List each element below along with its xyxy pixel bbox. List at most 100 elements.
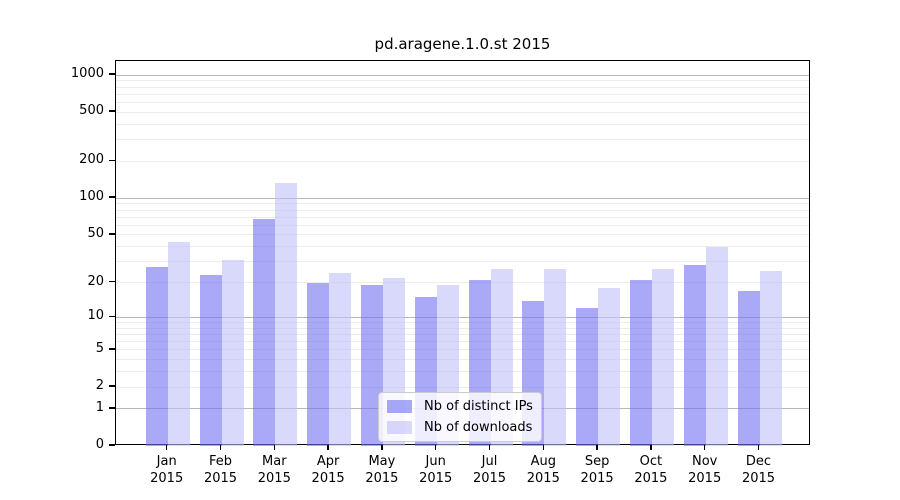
y-tick-mark xyxy=(109,233,115,235)
bar-ips-may xyxy=(360,285,383,446)
minor-gridline xyxy=(116,80,809,82)
x-tick-month: Jan xyxy=(156,454,177,469)
bar-ips-dec xyxy=(737,290,760,446)
x-tick-year: 2015 xyxy=(150,471,184,486)
minor-gridline xyxy=(116,86,809,88)
chart-title: pd.aragene.1.0.st 2015 xyxy=(374,35,551,53)
minor-gridline xyxy=(116,371,809,373)
minor-gridline xyxy=(116,282,809,284)
x-tick-mark xyxy=(650,445,652,450)
minor-gridline xyxy=(116,139,809,141)
bar-ips-jan xyxy=(145,267,168,446)
minor-gridline xyxy=(116,359,809,361)
x-tick-month: Oct xyxy=(639,454,663,469)
y-tick-mark xyxy=(109,280,115,283)
bar-downloads-nov xyxy=(705,246,728,446)
x-tick-month: Apr xyxy=(316,454,340,469)
y-tick-mark xyxy=(109,315,115,317)
x-tick-label: May 2015 xyxy=(354,453,410,487)
x-tick-mark xyxy=(327,445,329,450)
legend-row: Nb of downloads xyxy=(387,420,533,435)
bar-ips-oct xyxy=(629,280,652,446)
x-tick-month: Aug xyxy=(530,454,556,469)
bar-downloads-aug xyxy=(544,269,567,446)
x-tick-label: Mar 2015 xyxy=(246,453,302,487)
x-tick-year: 2015 xyxy=(311,471,345,486)
x-tick-mark xyxy=(488,445,491,450)
major-gridline xyxy=(116,74,809,76)
x-tick-label: Jul 2015 xyxy=(462,453,518,487)
legend-row: Nb of distinct IPs xyxy=(387,399,533,414)
y-tick-label: 50 xyxy=(87,225,104,241)
y-tick-mark xyxy=(109,444,115,446)
bar-downloads-sep xyxy=(598,287,621,446)
x-tick-mark xyxy=(273,445,276,450)
y-tick-label: 0 xyxy=(95,437,104,452)
minor-gridline xyxy=(116,224,809,226)
bar-ips-nov xyxy=(683,265,706,446)
x-tick-month: Jul xyxy=(481,454,498,469)
x-tick-year: 2015 xyxy=(419,471,453,486)
x-tick-label: Apr 2015 xyxy=(300,453,356,487)
x-tick-year: 2015 xyxy=(257,471,291,486)
bar-downloads-oct xyxy=(651,269,674,446)
y-tick-label: 2 xyxy=(95,378,104,394)
bar-ips-feb xyxy=(199,275,222,446)
bar-downloads-mar xyxy=(275,183,298,446)
minor-gridline xyxy=(116,333,809,335)
minor-gridline xyxy=(116,234,809,236)
x-tick-month: Feb xyxy=(208,454,233,469)
x-tick-year: 2015 xyxy=(634,471,668,486)
y-tick-label: 5 xyxy=(95,340,104,356)
x-tick-month: Sep xyxy=(584,454,610,469)
x-tick-year: 2015 xyxy=(580,471,614,486)
minor-gridline xyxy=(116,203,809,205)
y-tick-label: 10 xyxy=(87,308,104,324)
bar-ips-apr xyxy=(307,282,330,446)
legend-swatch-downloads xyxy=(387,421,412,434)
y-tick-mark xyxy=(109,407,115,409)
x-tick-mark xyxy=(434,445,437,450)
minor-gridline xyxy=(116,349,809,351)
minor-gridline xyxy=(116,101,809,103)
y-tick-mark xyxy=(109,73,115,75)
y-tick-mark xyxy=(109,159,115,162)
minor-gridline xyxy=(116,261,809,263)
x-tick-label: Sep 2015 xyxy=(569,453,625,487)
legend-swatch-ips xyxy=(387,400,412,413)
x-tick-label: Jan 2015 xyxy=(139,453,195,487)
bar-downloads-dec xyxy=(759,271,782,446)
x-tick-year: 2015 xyxy=(526,471,560,486)
bar-downloads-apr xyxy=(329,273,352,446)
y-tick-label: 200 xyxy=(79,152,104,168)
minor-gridline xyxy=(116,123,809,125)
y-tick-mark xyxy=(109,385,115,387)
x-tick-year: 2015 xyxy=(472,471,507,486)
minor-gridline xyxy=(116,341,809,343)
x-tick-mark xyxy=(703,445,706,450)
x-tick-month: Mar xyxy=(262,454,287,469)
y-tick-label: 20 xyxy=(87,273,104,289)
legend: Nb of distinct IPs Nb of downloads xyxy=(378,392,542,442)
x-tick-mark xyxy=(757,445,760,450)
minor-gridline xyxy=(116,216,809,218)
x-tick-mark xyxy=(596,445,598,450)
x-tick-label: Dec 2015 xyxy=(731,453,787,487)
x-tick-label: Jun 2015 xyxy=(408,453,464,487)
bar-downloads-jan xyxy=(167,241,190,446)
major-gridline xyxy=(116,316,809,318)
minor-gridline xyxy=(116,246,809,248)
minor-gridline xyxy=(116,321,809,323)
y-tick-label: 1 xyxy=(95,399,104,415)
bar-ips-sep xyxy=(576,308,599,446)
bar-ips-mar xyxy=(253,218,276,446)
minor-gridline xyxy=(116,111,809,113)
minor-gridline xyxy=(116,386,809,388)
minor-gridline xyxy=(116,160,809,162)
x-tick-label: Feb 2015 xyxy=(193,453,249,487)
y-tick-label: 100 xyxy=(79,189,104,205)
minor-gridline xyxy=(116,327,809,329)
x-tick-month: May xyxy=(368,454,396,469)
x-tick-label: Oct 2015 xyxy=(623,453,679,487)
